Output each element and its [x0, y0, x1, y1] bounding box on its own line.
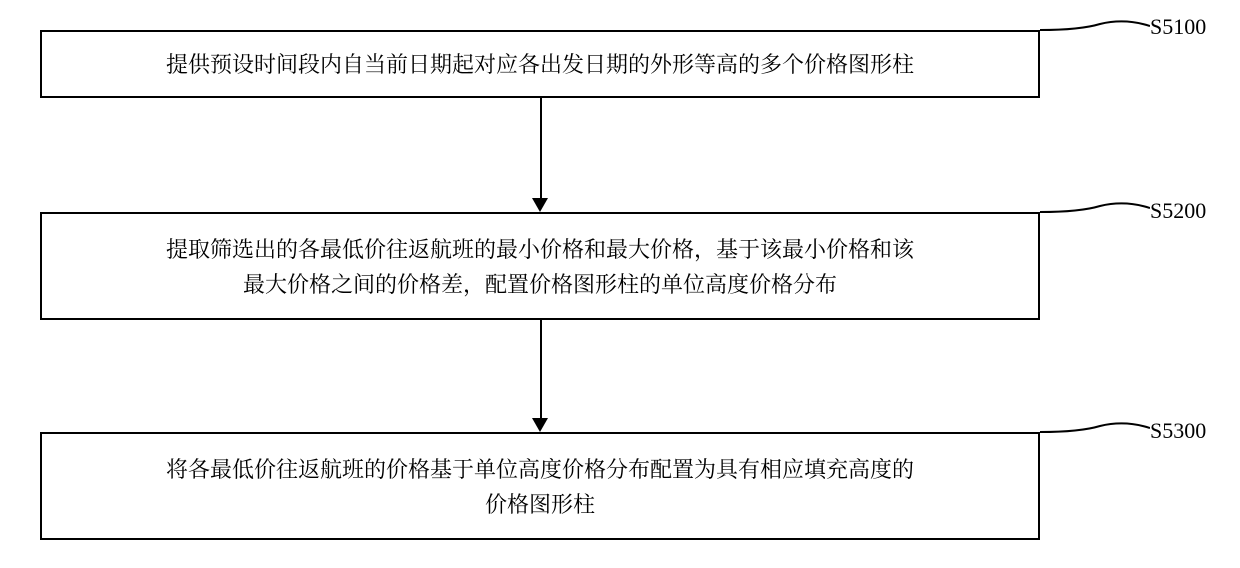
- step-label-s5200: S5200: [1150, 198, 1206, 224]
- connector-s5200: [1040, 200, 1150, 230]
- step-text-s5200: 提取筛选出的各最低价往返航班的最小价格和最大价格，基于该最小价格和该 最大价格之…: [166, 231, 914, 301]
- step-label-s5100: S5100: [1150, 14, 1206, 40]
- connector-s5300: [1040, 420, 1150, 450]
- step-text-s5100: 提供预设时间段内自当前日期起对应各出发日期的外形等高的多个价格图形柱: [166, 46, 914, 81]
- step-label-s5300: S5300: [1150, 418, 1206, 444]
- connector-s5100: [1040, 18, 1150, 48]
- arrow-head-2: [532, 418, 548, 432]
- step-box-s5100: 提供预设时间段内自当前日期起对应各出发日期的外形等高的多个价格图形柱: [40, 30, 1040, 98]
- arrow-head-1: [532, 198, 548, 212]
- step-box-s5300: 将各最低价往返航班的价格基于单位高度价格分布配置为具有相应填充高度的 价格图形柱: [40, 432, 1040, 540]
- step-text-s5300: 将各最低价往返航班的价格基于单位高度价格分布配置为具有相应填充高度的 价格图形柱: [166, 451, 914, 521]
- step-box-s5200: 提取筛选出的各最低价往返航班的最小价格和最大价格，基于该最小价格和该 最大价格之…: [40, 212, 1040, 320]
- arrow-line-2: [540, 320, 542, 418]
- flowchart-canvas: 提供预设时间段内自当前日期起对应各出发日期的外形等高的多个价格图形柱 提取筛选出…: [0, 0, 1240, 568]
- arrow-line-1: [540, 98, 542, 198]
